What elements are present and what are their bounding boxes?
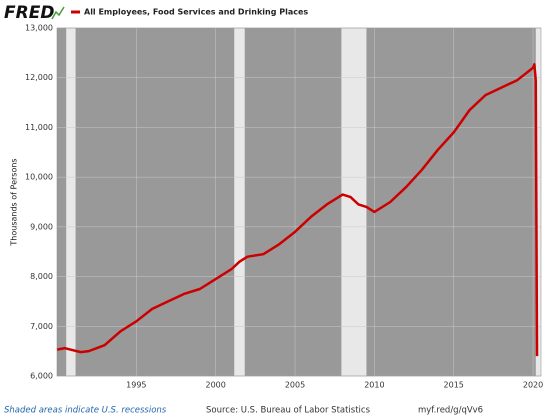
series-line xyxy=(56,63,539,357)
plot-area xyxy=(57,28,541,376)
y-tick-label: 13,000 xyxy=(25,24,53,33)
recession-band xyxy=(234,28,245,376)
legend-label: All Employees, Food Services and Drinkin… xyxy=(84,8,308,17)
y-tick-label: 8,000 xyxy=(30,272,53,281)
y-tick-label: 12,000 xyxy=(25,73,53,82)
x-tick-label: 2000 xyxy=(206,381,226,390)
x-tick-label: 2015 xyxy=(444,381,464,390)
x-tick-label: 2010 xyxy=(364,381,384,390)
x-tick-label: 1995 xyxy=(126,381,146,390)
x-tick-label: 2020 xyxy=(523,381,543,390)
y-tick-label: 9,000 xyxy=(30,222,53,231)
recession-band xyxy=(341,28,367,376)
source: Source: U.S. Bureau of Labor Statistics xyxy=(206,406,371,416)
recession-note: Shaded areas indicate U.S. recessions xyxy=(4,406,167,416)
y-tick-label: 7,000 xyxy=(30,322,53,331)
plot-border xyxy=(56,27,542,377)
y-tick-label: 6,000 xyxy=(30,372,53,381)
logo-icon xyxy=(51,6,65,20)
recession-band xyxy=(66,28,76,376)
link[interactable]: myf.red/g/qVv6 xyxy=(418,406,483,416)
x-tick-label: 2005 xyxy=(285,381,305,390)
fred-logo: FRED xyxy=(4,3,54,23)
y-tick-label: 10,000 xyxy=(25,173,53,182)
y-axis-label: Thousands of Persons xyxy=(10,158,19,246)
recession-band xyxy=(535,28,541,376)
y-tick-label: 11,000 xyxy=(25,123,53,132)
